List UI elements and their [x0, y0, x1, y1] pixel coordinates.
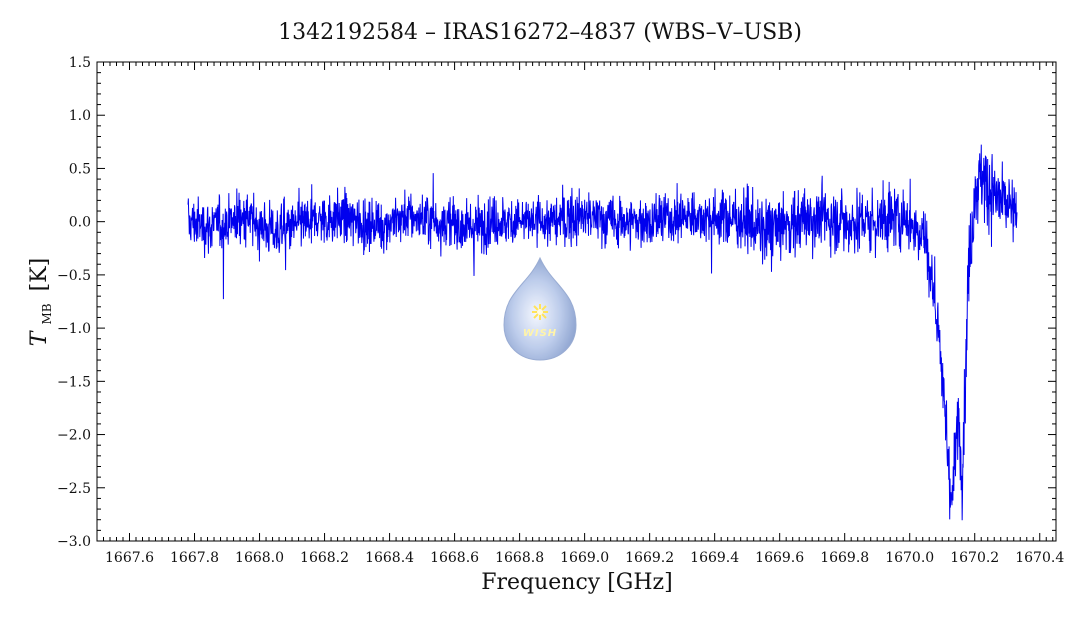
y-tick-label: 0.5: [69, 161, 91, 177]
x-tick-label: 1669.6: [755, 550, 804, 566]
chart-title: 1342192584 – IRAS16272–4837 (WBS–V–USB): [278, 20, 802, 45]
x-tick-label: 1669.8: [820, 550, 869, 566]
x-tick-label: 1668.0: [235, 550, 284, 566]
x-tick-label: 1668.2: [300, 550, 349, 566]
star-icon: [532, 304, 548, 320]
plot-frame: [96, 61, 1057, 542]
x-tick-label: 1668.4: [365, 550, 414, 566]
y-tick-label: −0.5: [57, 268, 91, 284]
x-tick-label: 1667.8: [170, 550, 219, 566]
y-tick-label: 1.0: [69, 108, 91, 124]
x-tick-label: 1667.6: [105, 550, 154, 566]
spectrum-series-line: [187, 144, 1018, 521]
y-tick-label: −3.0: [57, 534, 91, 550]
y-axis-title-subscript: MB: [40, 303, 54, 324]
wish-logo-text: WISH: [523, 328, 557, 339]
x-tick-label: 1670.4: [1015, 550, 1064, 566]
y-axis-title: T MB [K]: [27, 258, 57, 346]
x-tick-label: 1668.6: [430, 550, 479, 566]
y-tick-label: −2.0: [57, 428, 91, 444]
y-axis-title-symbol: T: [27, 329, 52, 346]
x-tick-label: 1668.8: [495, 550, 544, 566]
x-axis-ticks: 1667.6 1667.8 1668.0 1668.2 1668.4 1668.6 1668…: [103, 62, 1064, 566]
x-tick-label: 1669.0: [560, 550, 609, 566]
y-tick-label: 1.5: [69, 55, 91, 71]
x-tick-label: 1669.2: [625, 550, 674, 566]
y-tick-label: 0.0: [69, 215, 91, 231]
x-tick-label: 1670.0: [885, 550, 934, 566]
wish-logo: WISH: [503, 256, 577, 361]
x-axis-title: Frequency [GHz]: [481, 570, 673, 595]
x-tick-label: 1670.2: [950, 550, 999, 566]
y-axis-ticks: 1.5 1.0 0.5 0.0 −0.5 −1.0 −1.5 −2.0 −2.5 −3.0: [57, 55, 1056, 550]
y-tick-label: −1.5: [57, 374, 91, 390]
svg-text:T MB [K]: T MB [K]: [27, 258, 57, 346]
y-tick-label: −2.5: [57, 481, 91, 497]
y-tick-label: −1.0: [57, 321, 91, 337]
y-axis-title-unit: [K]: [27, 258, 52, 292]
x-tick-label: 1669.4: [690, 550, 739, 566]
